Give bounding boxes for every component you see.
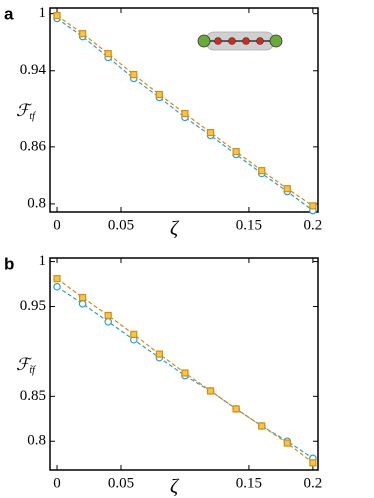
- molecule-inset: [197, 31, 283, 51]
- x-tick-label: 0.2: [304, 475, 323, 491]
- y-tick-label: 0.94: [20, 62, 47, 78]
- marker: [104, 317, 113, 326]
- panel-label: a: [4, 4, 14, 23]
- x-axis-label: ζ: [170, 476, 180, 498]
- marker: [206, 387, 215, 395]
- y-axis-label-subscript: t̃f: [29, 365, 36, 377]
- marker: [53, 275, 61, 283]
- plot-frame: [49, 7, 319, 213]
- y-tick-label: 1: [39, 253, 47, 269]
- marker: [309, 459, 317, 467]
- marker: [181, 369, 189, 377]
- marker: [130, 70, 138, 79]
- x-tick-label: 0.15: [236, 217, 262, 233]
- x-axis-label: ζ: [170, 218, 180, 240]
- x-tick-label: 0.15: [236, 475, 262, 491]
- x-tick-label: 0.05: [108, 217, 134, 233]
- series-line: [56, 17, 314, 212]
- x-tick-label: 0.05: [108, 475, 134, 491]
- marker: [78, 300, 87, 308]
- y-tick-label: 0.95: [20, 298, 46, 314]
- y-tick-label: 0.8: [27, 195, 46, 211]
- x-tick-label: 0: [53, 475, 61, 491]
- marker: [53, 282, 61, 291]
- y-tick-label: 0.85: [20, 388, 46, 404]
- y-tick-label: 0.8: [27, 433, 46, 449]
- marker: [130, 330, 138, 338]
- marker: [283, 185, 291, 193]
- marker: [181, 109, 189, 118]
- marker: [79, 293, 87, 302]
- series-line: [56, 15, 314, 207]
- marker: [232, 405, 240, 413]
- y-tick-label: 0.86: [20, 138, 47, 154]
- y-axis-label-symbol: ℱ: [16, 355, 33, 374]
- marker: [155, 90, 163, 99]
- y-tick-label: 1: [39, 5, 47, 21]
- marker: [232, 148, 240, 156]
- marker: [206, 128, 215, 137]
- x-tick-label: 0.2: [304, 217, 323, 233]
- y-axis-label-symbol: ℱ: [16, 101, 33, 120]
- marker: [309, 202, 317, 210]
- panel-label: b: [4, 254, 14, 273]
- y-axis-label: ℱt̃f: [16, 355, 36, 376]
- marker: [104, 50, 112, 58]
- marker: [283, 439, 291, 447]
- marker: [258, 422, 266, 430]
- y-axis-label-subscript: tf: [29, 111, 36, 122]
- y-axis-label: ℱtf: [16, 101, 36, 122]
- plot-frame: [49, 257, 319, 471]
- marker: [104, 311, 112, 320]
- x-tick-label: 0: [53, 217, 61, 233]
- marker: [79, 30, 87, 38]
- marker: [53, 12, 61, 20]
- marker: [258, 167, 266, 175]
- marker: [155, 350, 163, 358]
